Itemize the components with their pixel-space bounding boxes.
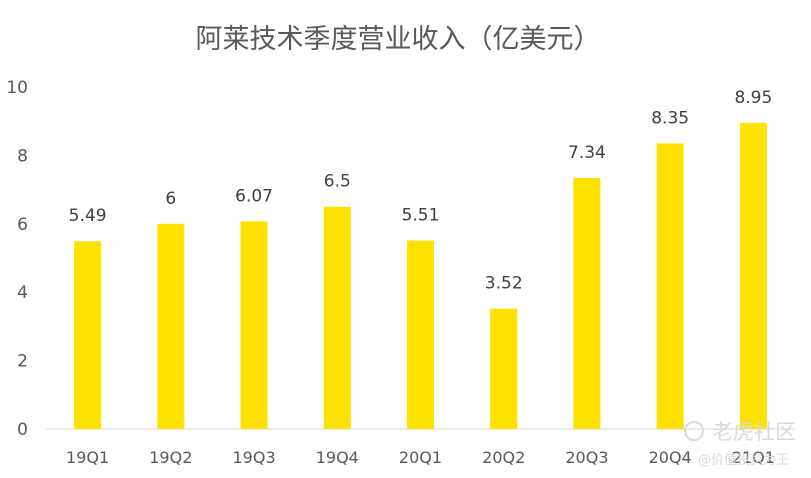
y-tick-label: 0: [17, 420, 28, 440]
x-tick-label: 20Q3: [565, 448, 608, 467]
bar: [157, 223, 185, 429]
y-tick-label: 8: [17, 146, 28, 166]
y-axis: 0 2 4 6 8 10: [6, 78, 28, 440]
bar: [573, 177, 601, 429]
data-label: 6.07: [235, 186, 273, 206]
bar: [407, 240, 434, 429]
watermark: 老虎社区 @价值投资为王: [684, 420, 796, 468]
data-label: 8.95: [734, 88, 772, 108]
value-labels: 5.49 6 6.07 6.5 5.51 3.52 7.34 8.35 8.95: [69, 88, 773, 294]
x-tick-label: 21Q1: [732, 448, 775, 467]
tiger-logo-icon: [684, 421, 704, 441]
data-label: 7.34: [568, 143, 606, 163]
x-tick-label: 19Q3: [232, 448, 275, 467]
x-tick-label: 20Q4: [649, 448, 692, 467]
bar: [656, 143, 684, 429]
bars: [74, 122, 767, 429]
bar: [490, 308, 518, 429]
bar: [739, 122, 767, 429]
x-tick-label: 19Q1: [66, 448, 109, 467]
data-label: 6.5: [324, 172, 351, 192]
x-tick-label: 19Q2: [149, 448, 192, 467]
watermark-line2: @价值投资为王: [698, 452, 789, 468]
data-label: 6: [165, 189, 176, 209]
x-tick-label: 19Q4: [316, 448, 359, 467]
bar: [74, 241, 102, 429]
data-label: 5.51: [402, 206, 440, 226]
chart-title: 阿莱技术季度营业收入（亿美元）: [196, 24, 601, 55]
x-axis: 19Q1 19Q2 19Q3 19Q4 20Q1 20Q2 20Q3 20Q4 21Q1: [66, 448, 775, 467]
data-label: 3.52: [485, 274, 523, 294]
y-tick-label: 10: [6, 78, 28, 98]
y-tick-label: 6: [17, 215, 28, 235]
x-tick-label: 20Q1: [399, 448, 442, 467]
data-label: 8.35: [651, 108, 689, 128]
watermark-line1: 老虎社区: [712, 420, 796, 444]
x-tick-label: 20Q2: [482, 448, 525, 467]
y-tick-label: 2: [17, 352, 28, 372]
y-tick-label: 4: [17, 283, 28, 303]
data-label: 5.49: [69, 206, 107, 226]
bar: [240, 221, 268, 429]
bar: [323, 206, 351, 429]
